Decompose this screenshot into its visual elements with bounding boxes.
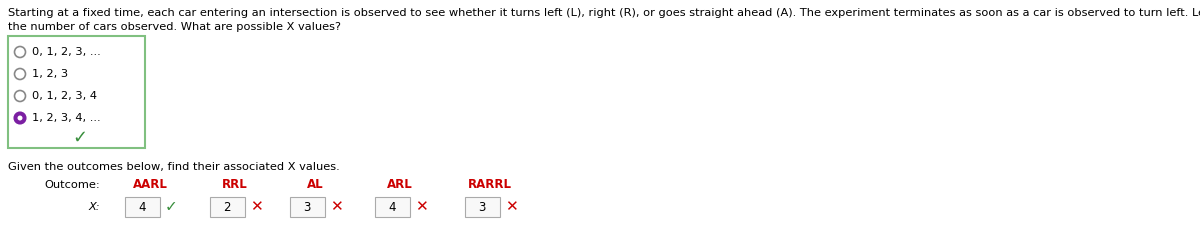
Text: 3: 3 xyxy=(479,201,486,213)
Text: 0, 1, 2, 3, ...: 0, 1, 2, 3, ... xyxy=(32,47,101,57)
Text: RARRL: RARRL xyxy=(468,179,512,191)
Circle shape xyxy=(14,68,25,80)
Text: ✕: ✕ xyxy=(415,200,428,214)
Text: AL: AL xyxy=(307,179,323,191)
FancyBboxPatch shape xyxy=(125,197,160,217)
Text: ARL: ARL xyxy=(388,179,413,191)
Text: 1, 2, 3: 1, 2, 3 xyxy=(32,69,68,79)
Text: ✓: ✓ xyxy=(166,200,178,214)
Circle shape xyxy=(14,90,25,102)
Text: RRL: RRL xyxy=(222,179,248,191)
Text: 4: 4 xyxy=(138,201,145,213)
Text: ✓: ✓ xyxy=(72,129,88,147)
Circle shape xyxy=(18,116,23,121)
Circle shape xyxy=(14,46,25,58)
Text: ✕: ✕ xyxy=(505,200,518,214)
FancyBboxPatch shape xyxy=(8,36,145,148)
Text: Starting at a fixed time, each car entering an intersection is observed to see w: Starting at a fixed time, each car enter… xyxy=(8,8,1200,18)
FancyBboxPatch shape xyxy=(289,197,324,217)
Text: 4: 4 xyxy=(389,201,396,213)
Text: Outcome:: Outcome: xyxy=(44,180,100,190)
FancyBboxPatch shape xyxy=(374,197,409,217)
Text: 3: 3 xyxy=(304,201,311,213)
Text: X:: X: xyxy=(89,202,100,212)
Text: ✕: ✕ xyxy=(330,200,343,214)
Text: 0, 1, 2, 3, 4: 0, 1, 2, 3, 4 xyxy=(32,91,97,101)
FancyBboxPatch shape xyxy=(464,197,499,217)
Text: the number of cars observed. What are possible X values?: the number of cars observed. What are po… xyxy=(8,22,341,32)
Text: 2: 2 xyxy=(223,201,230,213)
Text: Given the outcomes below, find their associated X values.: Given the outcomes below, find their ass… xyxy=(8,162,340,172)
FancyBboxPatch shape xyxy=(210,197,245,217)
Text: AARL: AARL xyxy=(132,179,168,191)
Text: 1, 2, 3, 4, ...: 1, 2, 3, 4, ... xyxy=(32,113,101,123)
Text: ✕: ✕ xyxy=(250,200,263,214)
Circle shape xyxy=(14,112,25,124)
